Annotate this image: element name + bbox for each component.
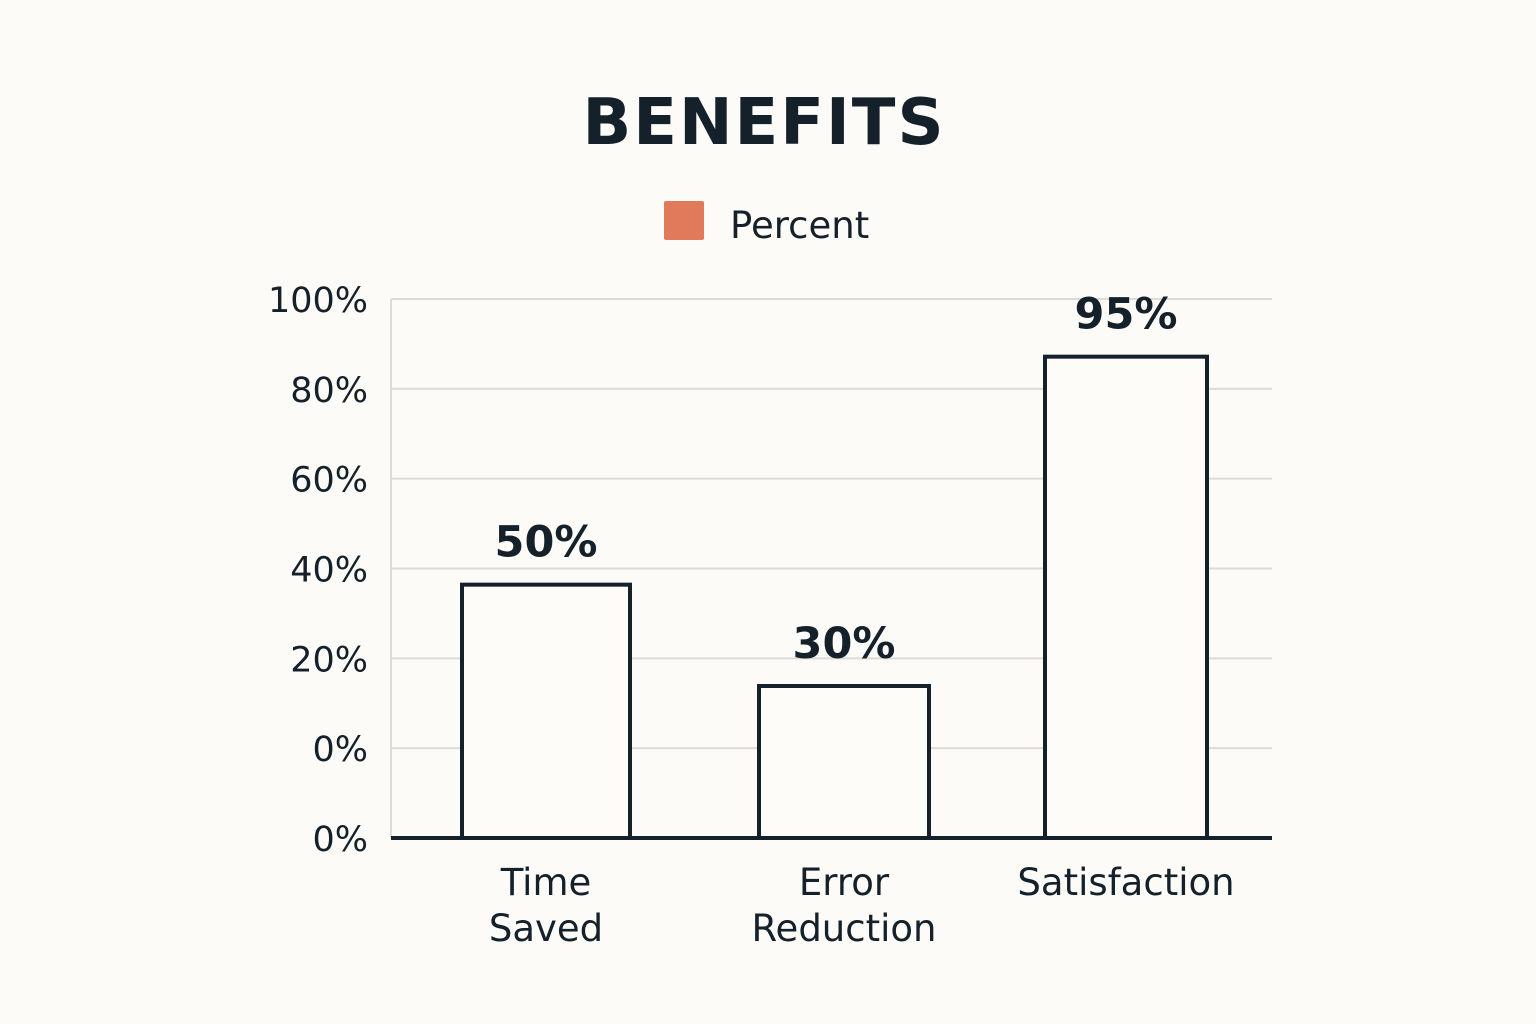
axes [390, 299, 1272, 840]
legend: Percent [664, 201, 869, 247]
x-tick-label: Satisfaction [1017, 861, 1234, 904]
legend-label-percent: Percent [730, 204, 869, 247]
y-tick-label: 100% [268, 281, 368, 321]
y-tick-label: 40% [290, 551, 368, 591]
value-label: 95% [1075, 290, 1178, 340]
x-tick-label: Time [500, 861, 592, 904]
y-tick-label: 80% [290, 371, 368, 411]
y-tick-label: 0% [312, 820, 368, 860]
value-label: 50% [495, 518, 598, 568]
value-labels: 50% 30% 95% [495, 290, 1178, 669]
y-axis-tick-labels: 100% 80% 60% 40% 20% 0% 0% [268, 281, 368, 860]
y-tick-label: 60% [290, 461, 368, 501]
chart-title: BENEFITS [582, 86, 945, 160]
bar [460, 582, 632, 840]
bar [757, 684, 931, 841]
bar [1043, 354, 1209, 840]
x-tick-label: Saved [489, 907, 603, 950]
x-tick-label: Reduction [752, 907, 937, 950]
value-label: 30% [793, 619, 896, 669]
legend-swatch-percent [664, 201, 704, 240]
bars [460, 354, 1209, 841]
y-tick-label: 20% [290, 640, 368, 680]
y-tick-label: 0% [312, 730, 368, 770]
x-tick-label: Error [799, 861, 890, 904]
